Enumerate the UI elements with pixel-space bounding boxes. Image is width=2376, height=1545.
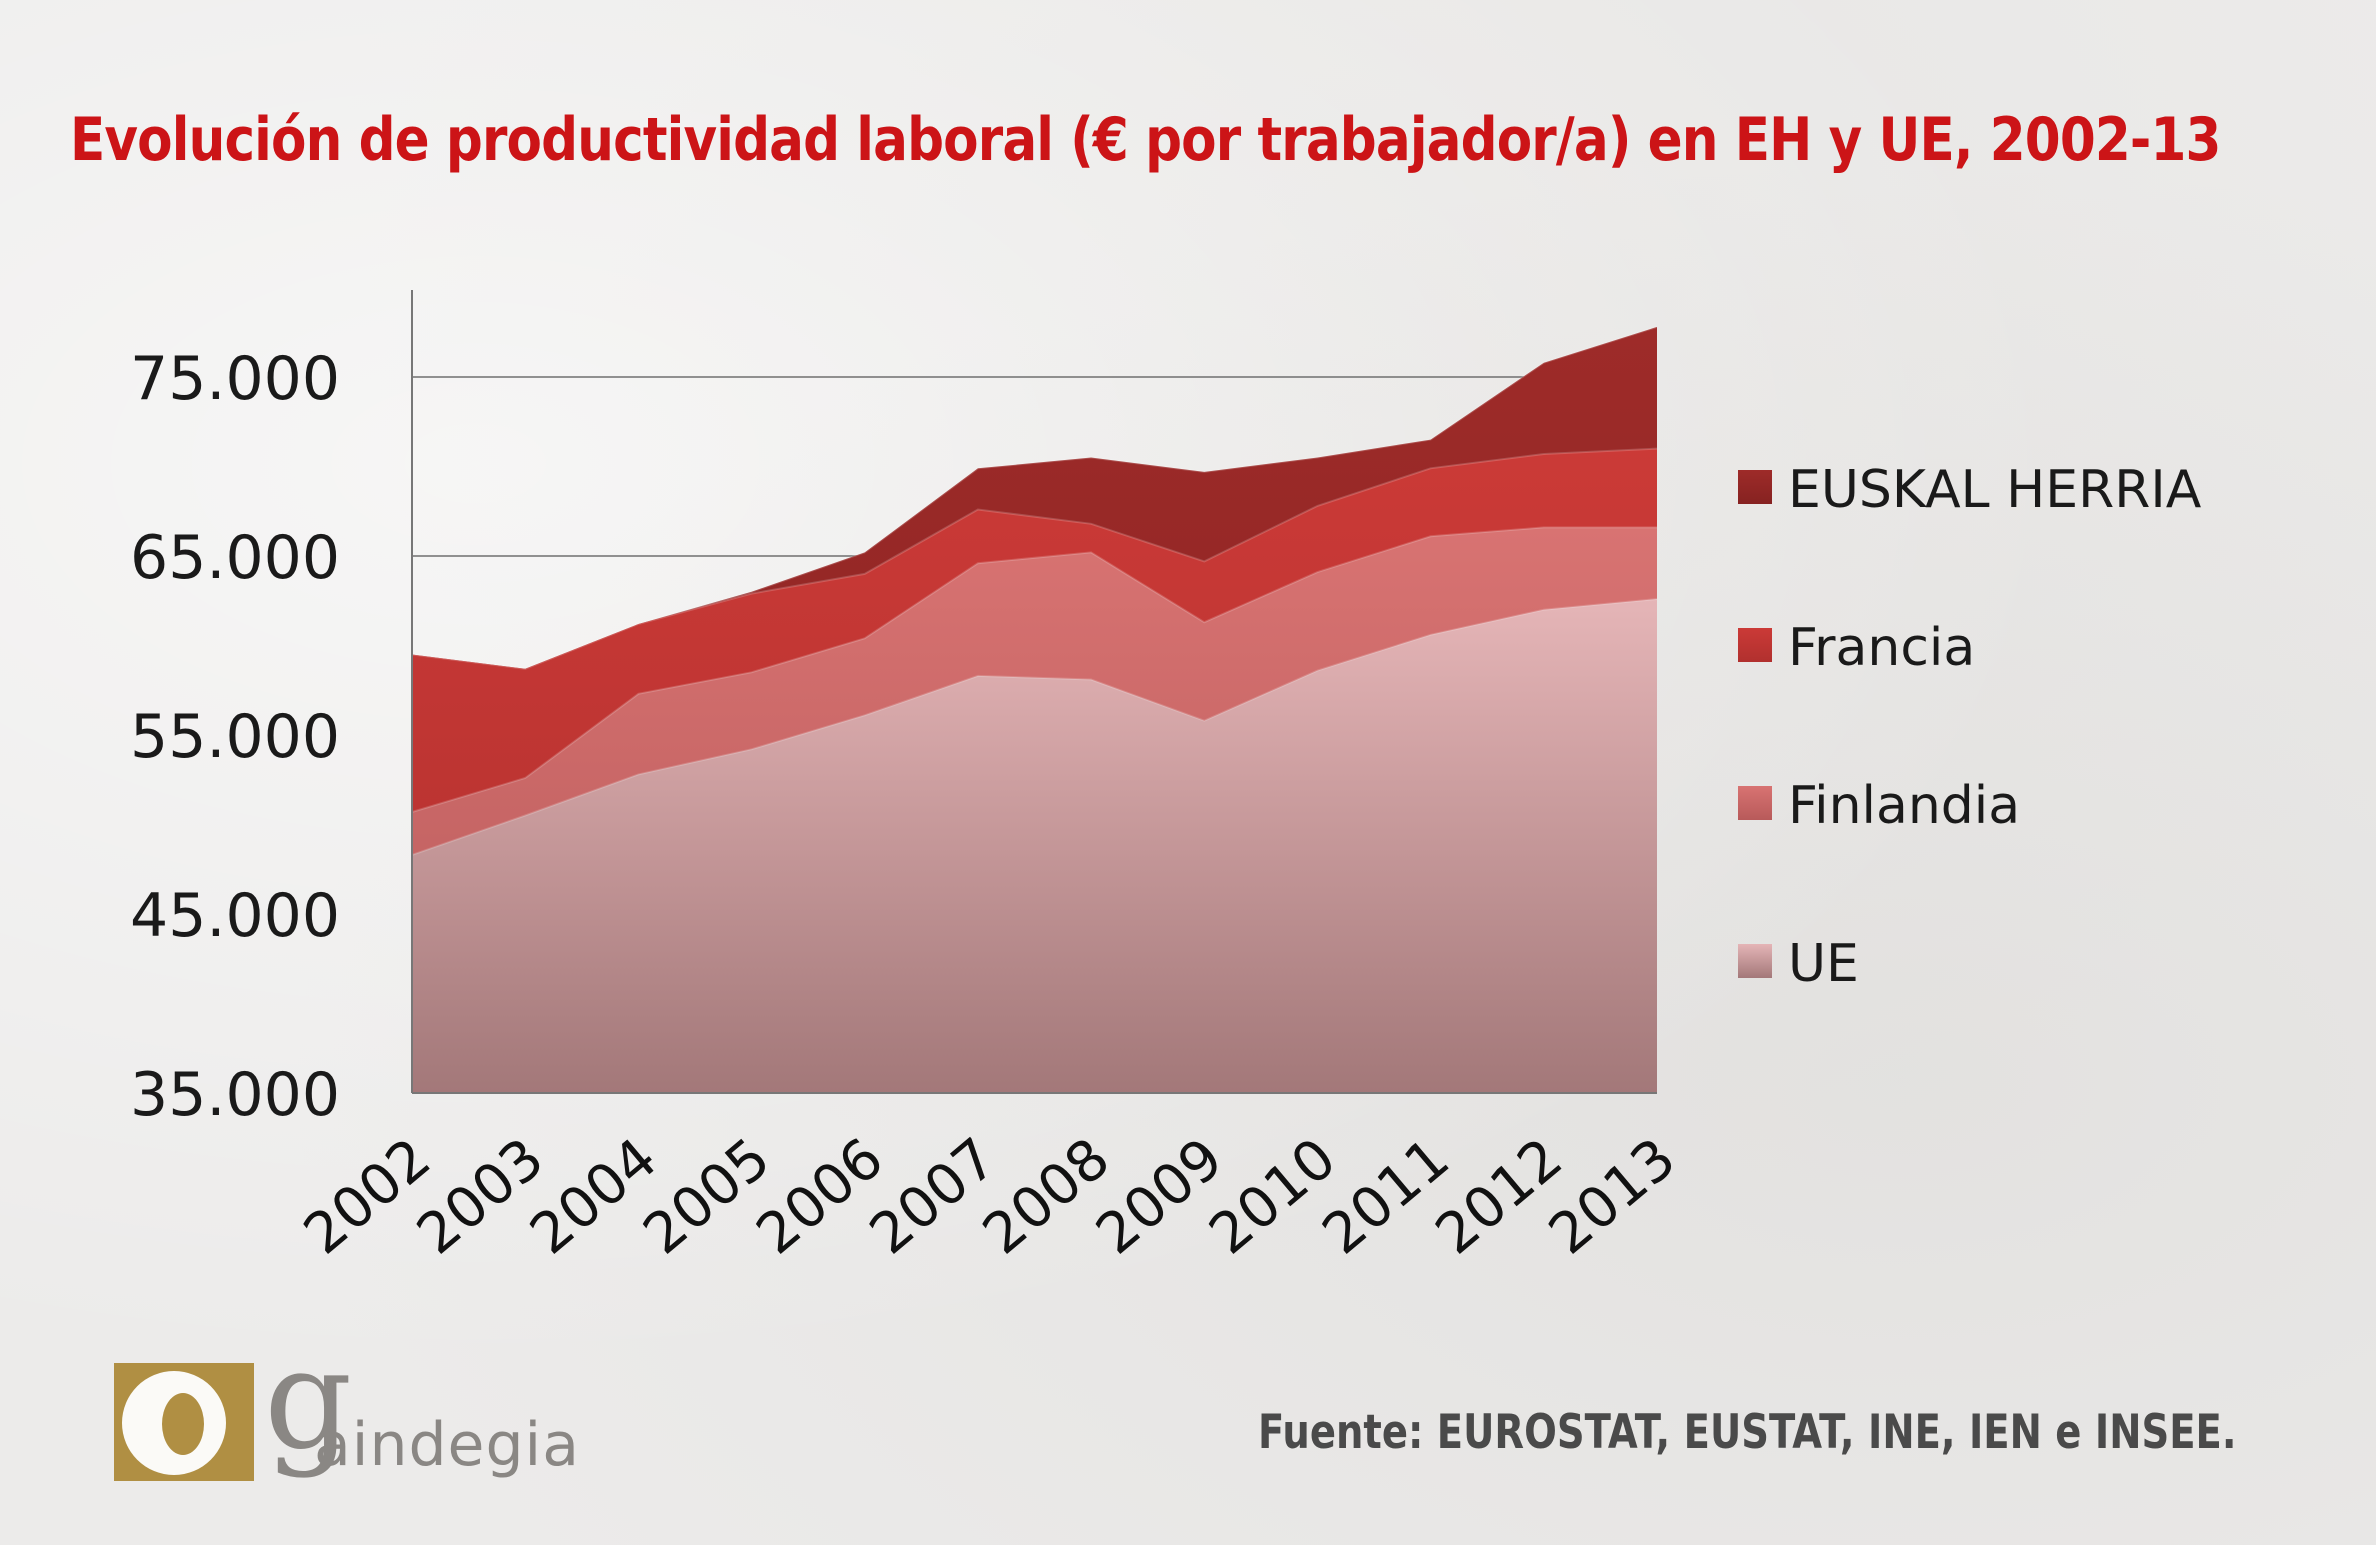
x-tick-label: 2013	[1537, 1126, 1688, 1267]
area-ue	[412, 599, 1657, 1093]
legend-label-francia: Francia	[1788, 618, 1975, 678]
x-tick-label: 2006	[745, 1126, 896, 1267]
area-edge-francia	[411, 447, 1658, 670]
x-tick-label: 2002	[292, 1126, 443, 1267]
legend-swatch-francia	[1738, 628, 1772, 662]
y-tick-label: 65.000	[130, 523, 340, 593]
legend-swatch-ue	[1738, 944, 1772, 978]
x-tick-label: 2005	[632, 1126, 783, 1267]
logo-letter: g	[264, 1319, 353, 1480]
area-edge-finlandia	[411, 526, 1657, 813]
y-tick-label: 75.000	[130, 344, 340, 414]
x-tick-label: 2003	[405, 1126, 556, 1267]
x-tick-label: 2008	[971, 1126, 1122, 1267]
x-tick-label: 2011	[1311, 1126, 1462, 1267]
logo-text: aindegia	[314, 1410, 580, 1480]
x-tick-label: 2007	[858, 1126, 1009, 1267]
chart-title: Evolución de productividad laboral (€ po…	[70, 105, 2221, 175]
y-tick-label: 35.000	[130, 1060, 340, 1130]
x-tick-label: 2012	[1424, 1126, 1575, 1267]
x-tick-label: 2009	[1084, 1126, 1235, 1267]
legend-label-euskal-herria: EUSKAL HERRIA	[1788, 460, 2202, 520]
x-tick-label: 2004	[518, 1126, 669, 1267]
y-tick-label: 55.000	[130, 702, 340, 772]
legend-label-finlandia: Finlandia	[1788, 776, 2020, 836]
source-note: Fuente: EUROSTAT, EUSTAT, INE, IEN e INS…	[1258, 1405, 2237, 1460]
legend-swatch-euskal-herria	[1738, 470, 1772, 504]
legend-swatch-finlandia	[1738, 786, 1772, 820]
logo-mark-icon	[114, 1363, 254, 1481]
y-tick-label: 45.000	[130, 881, 340, 951]
gaindegia-logo: g aindegia	[114, 1319, 579, 1505]
area-edge-ue	[411, 598, 1658, 856]
x-tick-label: 2010	[1197, 1126, 1348, 1267]
legend-label-ue: UE	[1788, 934, 1859, 994]
